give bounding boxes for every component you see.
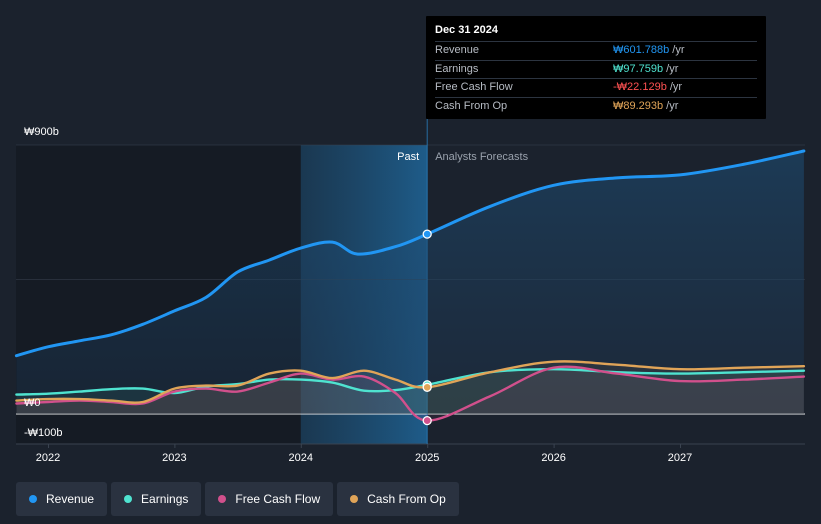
tooltip-value: -₩22.129b [613,81,667,93]
legend-label: Earnings [141,492,189,506]
free-cash-flow-line [15,365,806,422]
tooltip-label: Earnings [435,62,479,75]
revenue-line [14,149,806,358]
tooltip-row-free-cash-flow: Free Cash Flow -₩22.129b /yr [435,78,757,97]
x-tick-label: 2025 [415,452,439,464]
past-label: Past [397,151,419,163]
tooltip-unit: /yr [666,99,679,112]
earnings-area [16,369,804,414]
x-tick-label: 2024 [289,452,313,464]
legend-label: Revenue [46,492,95,506]
x-tick-label: 2027 [668,452,692,464]
free-cash-flow-area [16,366,804,421]
tooltip-label: Revenue [435,44,480,56]
y-tick-label: -₩100b [24,427,63,439]
tooltip-row-cash-from-op: Cash From Op ₩89.293b /yr [435,96,757,116]
hover-tooltip: Dec 31 2024 Revenue ₩601.788b /yr Earnin… [426,16,766,119]
tooltip-label: Cash From Op [435,99,508,112]
free-cash-flow-marker [422,415,432,426]
x-tick-label: 2022 [36,452,60,464]
y-tick-label: ₩0 [24,397,41,409]
x-tick-label: 2026 [541,452,565,464]
revenue-marker [422,229,432,239]
revenue-area [16,151,804,414]
legend-dot-icon [124,495,133,503]
legend-item-earnings[interactable]: Earnings [111,482,202,516]
tooltip-unit: /yr [672,44,685,56]
tooltip-row-revenue: Revenue ₩601.788b /yr [435,41,757,60]
x-tick-label: 2023 [162,452,186,464]
legend-item-free-cash-flow[interactable]: Free Cash Flow [205,482,334,516]
y-tick-label: ₩900b [24,126,59,138]
forecast-label: Analysts Forecasts [435,151,528,163]
legend-item-revenue[interactable]: Revenue [16,482,108,516]
tooltip-unit: /yr [666,62,679,75]
legend-dot-icon [218,495,227,503]
legend-item-cash-from-op[interactable]: Cash From Op [337,482,459,516]
tooltip-row-earnings: Earnings ₩97.759b /yr [435,59,757,79]
legend-label: Cash From Op [367,492,446,506]
tooltip-unit: /yr [669,81,683,93]
legend-dot-icon [350,495,359,503]
tooltip-value: ₩601.788b [613,44,670,56]
cash-from-op-marker [422,382,432,392]
tooltip-value: ₩89.293b [613,99,664,112]
tooltip-label: Free Cash Flow [435,81,513,93]
legend-dot-icon [29,495,37,503]
legend-label: Free Cash Flow [235,492,321,506]
tooltip-date: Dec 31 2024 [435,24,498,36]
chart-legend: Revenue Earnings Free Cash Flow Cash Fro… [16,482,459,516]
tooltip-value: ₩97.759b [613,62,664,75]
cash-from-op-line [15,360,806,404]
